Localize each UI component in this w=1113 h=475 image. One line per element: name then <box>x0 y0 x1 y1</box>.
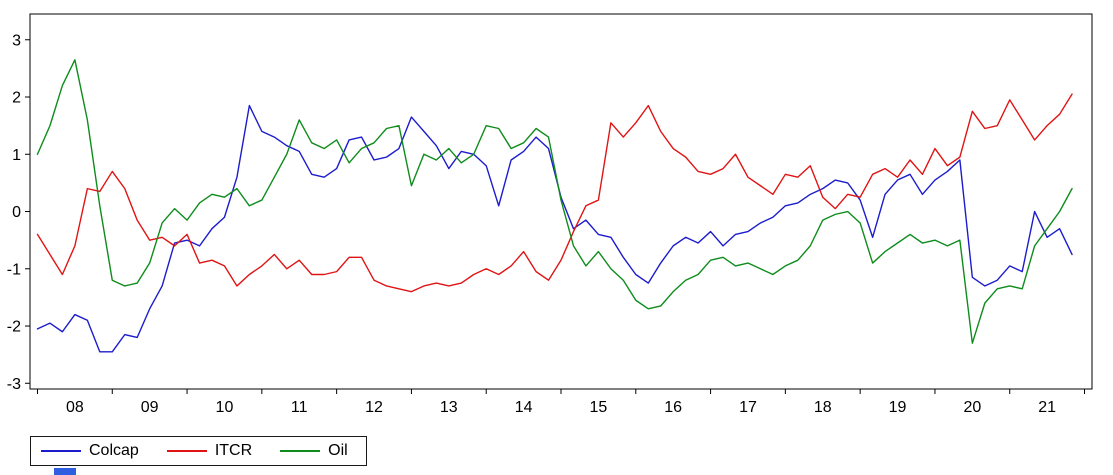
legend-entry-itcr: ITCR <box>166 442 253 459</box>
x-tick-label: 12 <box>365 399 383 416</box>
x-tick-label: 09 <box>141 399 159 416</box>
legend-entry-oil: Oil <box>280 443 348 459</box>
y-tick-label: 2 <box>12 90 21 107</box>
legend-line-swatch-colcap <box>41 450 81 452</box>
series-line-colcap <box>36 104 1073 353</box>
legend-label: Oil <box>328 442 348 459</box>
series-line-itcr <box>36 93 1073 293</box>
chart-legend: Colcap ITCR Oil <box>30 436 367 466</box>
legend-line-swatch-itcr <box>166 450 207 452</box>
y-tick-label: -2 <box>7 319 21 336</box>
legend-line-swatch-oil <box>280 450 321 452</box>
x-tick-label: 16 <box>664 399 682 416</box>
series-line-oil <box>36 59 1073 344</box>
x-tick-label: 19 <box>889 399 907 416</box>
x-tick-label: 15 <box>589 399 607 416</box>
x-tick-label: 20 <box>963 399 981 416</box>
x-tick-label: 13 <box>440 399 458 416</box>
y-tick-label: -3 <box>7 376 21 393</box>
y-tick-label: 0 <box>12 204 21 221</box>
y-tick-label: 3 <box>12 32 21 49</box>
x-tick-label: 14 <box>515 399 533 416</box>
screen-artifact <box>54 468 76 475</box>
y-tick-label: 1 <box>12 147 21 164</box>
legend-entry-colcap: Colcap <box>41 443 139 459</box>
x-tick-label: 17 <box>739 399 757 416</box>
x-tick-label: 08 <box>66 399 84 416</box>
x-tick-label: 18 <box>814 399 832 416</box>
legend-label: Colcap <box>89 442 139 459</box>
legend-label: ITCR <box>214 442 253 459</box>
y-tick-label: -1 <box>7 261 21 278</box>
x-tick-label: 10 <box>216 399 234 416</box>
x-tick-label: 21 <box>1038 399 1056 416</box>
x-tick-label: 11 <box>291 399 308 416</box>
